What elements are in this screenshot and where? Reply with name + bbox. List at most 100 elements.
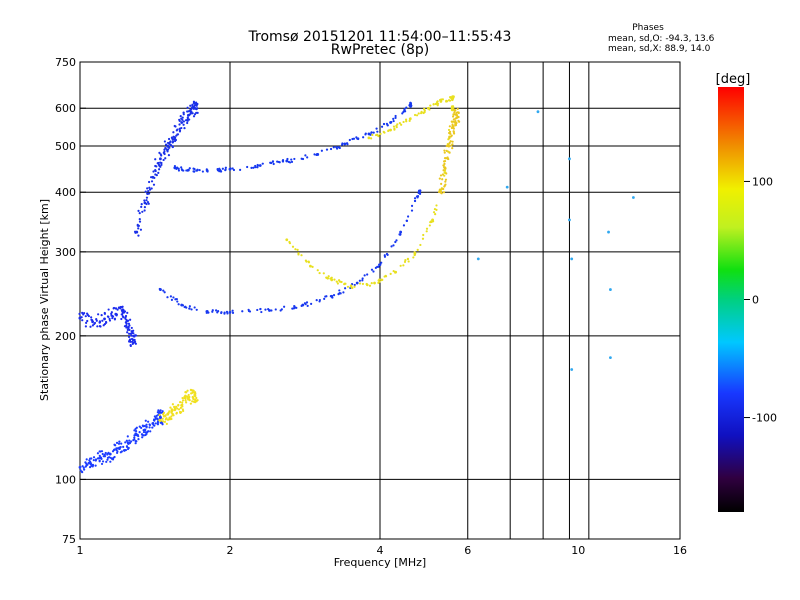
echo-dot (429, 104, 432, 107)
echo-dot (188, 167, 191, 170)
data-point (78, 465, 82, 469)
data-point (228, 310, 232, 314)
echo-dot (172, 414, 175, 417)
echo-dot (96, 452, 100, 455)
echo-dot (103, 453, 106, 456)
echo-dot (143, 199, 146, 202)
echo-dot (331, 296, 334, 299)
echo-dot (138, 212, 141, 215)
data-point (536, 110, 540, 114)
echo-dot (305, 301, 309, 304)
echo-dot (418, 191, 421, 194)
echo-dot (438, 188, 442, 191)
echo-dot (137, 227, 140, 230)
echo-dot (173, 164, 177, 168)
data-point (173, 408, 177, 412)
data-point (91, 320, 95, 324)
echo-dot (379, 132, 382, 136)
echo-dot (100, 462, 104, 466)
echo-dot (451, 120, 455, 123)
echo-dot (130, 332, 133, 335)
echo-dot (141, 436, 144, 439)
echo-dot (216, 311, 219, 314)
echo-dot (369, 133, 372, 136)
echo-dot (176, 128, 179, 131)
echo-dot (130, 334, 133, 337)
echo-dot (370, 268, 374, 271)
echo-dot (84, 325, 87, 328)
trace (78, 409, 164, 474)
echo-dot (142, 434, 145, 437)
echo-dot (186, 110, 189, 113)
stats-heading: Phases (632, 23, 664, 33)
echo-dot (353, 283, 356, 287)
echo-dot (454, 123, 457, 126)
echo-dot (89, 457, 92, 460)
echo-dot (449, 132, 452, 135)
chart-subtitle: RwPretec (8p) (331, 42, 429, 58)
echo-dot (448, 151, 451, 154)
echo-dot (164, 157, 167, 160)
echo-dot (195, 396, 198, 400)
echo-dot (348, 138, 351, 142)
echo-dot (122, 316, 125, 319)
echo-dot (447, 145, 450, 148)
echo-dot (146, 200, 150, 204)
echo-dot (158, 151, 161, 154)
echo-dot (442, 169, 445, 172)
echo-dot (448, 130, 452, 133)
data-point (143, 201, 147, 205)
echo-dot (280, 308, 283, 311)
echo-dot (137, 234, 140, 237)
echo-dot (109, 460, 112, 463)
echo-dot (193, 113, 197, 116)
echo-dot (134, 442, 137, 445)
echo-dot (147, 189, 150, 193)
echo-dot (163, 420, 167, 423)
echo-dot (351, 137, 354, 141)
echo-dot (188, 398, 191, 401)
echo-dot (180, 117, 183, 120)
echo-dot (422, 233, 425, 237)
echo-dot (85, 321, 88, 324)
echo-dot (297, 252, 300, 255)
echo-dot (451, 115, 455, 118)
echo-dot (451, 105, 455, 108)
echo-dot (425, 227, 429, 230)
echo-dot (361, 277, 364, 280)
echo-dot (186, 389, 189, 392)
echo-dot (184, 391, 187, 394)
echo-dot (191, 104, 194, 107)
echo-dot (173, 124, 176, 128)
echo-dot (361, 282, 365, 286)
data-point (476, 257, 480, 261)
echo-dot (423, 109, 426, 112)
echo-dot (441, 173, 445, 176)
echo-dot (407, 260, 410, 263)
echo-dot (394, 114, 397, 118)
echo-dot (220, 311, 223, 314)
echo-dot (148, 192, 151, 195)
echo-dot (163, 291, 166, 294)
x-tick-label: 4 (377, 544, 384, 557)
echo-dot (392, 244, 395, 247)
echo-dot (98, 325, 102, 328)
echo-dot (140, 203, 143, 206)
echo-dot (138, 425, 141, 428)
echo-dot (156, 421, 159, 424)
echo-dot (89, 463, 92, 466)
echo-dot (137, 209, 140, 212)
data-point (378, 263, 382, 267)
echo-dot (218, 170, 221, 173)
echo-dot (136, 224, 139, 227)
echo-dot (123, 325, 127, 328)
y-tick-label: 75 (62, 533, 76, 546)
echo-dot (195, 308, 198, 311)
echo-dot (134, 440, 137, 443)
echo-dot (250, 166, 253, 169)
echo-dot (128, 439, 131, 442)
echo-dot (157, 409, 160, 412)
echo-dot (114, 307, 118, 310)
echo-dot (443, 159, 447, 163)
echo-dot (444, 178, 448, 181)
